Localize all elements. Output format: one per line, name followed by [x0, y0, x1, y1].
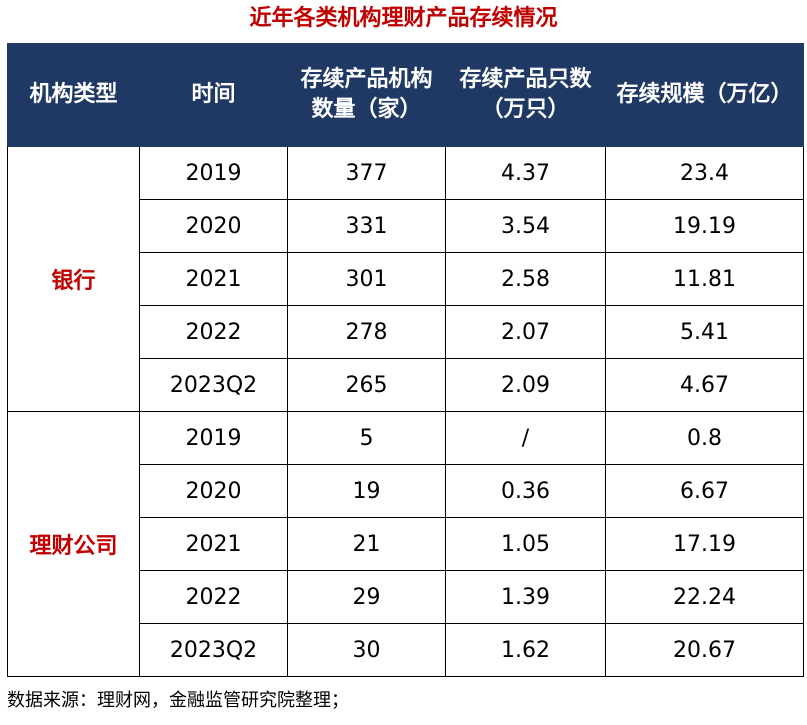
cell-count: 21 [287, 517, 446, 571]
cell-time: 2022 [139, 305, 288, 359]
cell-count: 30 [287, 623, 446, 677]
cell-count: 301 [287, 252, 446, 306]
table-row: 2020 19 0.36 6.67 [8, 464, 804, 518]
cell-scale: 19.19 [605, 199, 804, 253]
cell-scale: 11.81 [605, 252, 804, 306]
table-row: 2022 278 2.07 5.41 [8, 305, 804, 359]
cell-time: 2020 [139, 464, 288, 518]
header-scale: 存续规模（万亿） [605, 43, 804, 147]
cell-time: 2019 [139, 411, 288, 465]
table-row: 2022 29 1.39 22.24 [8, 570, 804, 624]
cell-scale: 0.8 [605, 411, 804, 465]
table-row: 2021 21 1.05 17.19 [8, 517, 804, 571]
cell-time: 2021 [139, 252, 288, 306]
cell-count: 377 [287, 146, 446, 200]
cell-count: 29 [287, 570, 446, 624]
header-time: 时间 [139, 43, 288, 147]
header-count: 存续产品机构数量（家） [287, 43, 446, 147]
cell-count: 5 [287, 411, 446, 465]
cell-scale: 6.67 [605, 464, 804, 518]
cell-time: 2022 [139, 570, 288, 624]
cell-products: 1.05 [445, 517, 606, 571]
header-products: 存续产品只数（万只） [445, 43, 606, 147]
cell-scale: 23.4 [605, 146, 804, 200]
cell-products: 2.07 [445, 305, 606, 359]
table-row: 2023Q2 265 2.09 4.67 [8, 358, 804, 412]
cell-scale: 4.67 [605, 358, 804, 412]
group-label-bank: 银行 [7, 146, 140, 412]
cell-products: 0.36 [445, 464, 606, 518]
cell-count: 19 [287, 464, 446, 518]
table-title: 近年各类机构理财产品存续情况 [249, 6, 558, 31]
table-row: 2023Q2 30 1.62 20.67 [8, 623, 804, 677]
cell-products: 1.62 [445, 623, 606, 677]
cell-scale: 5.41 [605, 305, 804, 359]
cell-count: 278 [287, 305, 446, 359]
cell-time: 2019 [139, 146, 288, 200]
cell-time: 2021 [139, 517, 288, 571]
cell-time: 2023Q2 [139, 358, 288, 412]
source-note: 数据来源：理财网，金融监管研究院整理； [7, 690, 349, 711]
header-row: 机构类型 时间 存续产品机构数量（家） 存续产品只数（万只） 存续规模（万亿） [7, 43, 804, 147]
cell-count: 265 [287, 358, 446, 412]
cell-products: 2.58 [445, 252, 606, 306]
header-type: 机构类型 [7, 43, 140, 147]
cell-products: 1.39 [445, 570, 606, 624]
cell-scale: 20.67 [605, 623, 804, 677]
cell-products: 2.09 [445, 358, 606, 412]
data-table: 机构类型 时间 存续产品机构数量（家） 存续产品只数（万只） 存续规模（万亿） … [7, 43, 804, 677]
group-label-wealth-company: 理财公司 [7, 411, 140, 677]
cell-time: 2020 [139, 199, 288, 253]
cell-products: 4.37 [445, 146, 606, 200]
cell-time: 2023Q2 [139, 623, 288, 677]
cell-products: / [445, 411, 606, 465]
table-row: 银行 2019 377 4.37 23.4 [7, 146, 804, 412]
cell-count: 331 [287, 199, 446, 253]
cell-scale: 22.24 [605, 570, 804, 624]
table-row: 理财公司 2019 5 / 0.8 [7, 411, 804, 677]
cell-scale: 17.19 [605, 517, 804, 571]
cell-products: 3.54 [445, 199, 606, 253]
